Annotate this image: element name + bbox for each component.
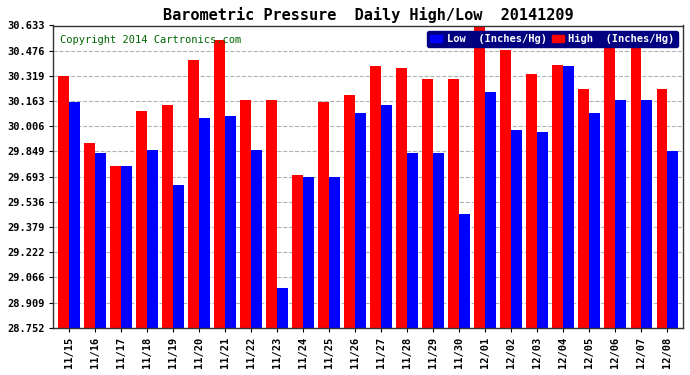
Bar	[642, 100, 652, 328]
Bar	[382, 105, 392, 328]
Bar	[277, 288, 288, 328]
Bar	[448, 79, 460, 328]
Bar	[563, 66, 574, 328]
Bar	[58, 76, 69, 328]
Bar	[615, 100, 627, 328]
Bar	[656, 88, 667, 328]
Legend: Low  (Inches/Hg), High  (Inches/Hg): Low (Inches/Hg), High (Inches/Hg)	[427, 31, 678, 47]
Title: Barometric Pressure  Daily High/Low  20141209: Barometric Pressure Daily High/Low 20141…	[163, 7, 573, 23]
Bar	[173, 185, 184, 328]
Bar	[225, 116, 236, 328]
Bar	[121, 166, 132, 328]
Bar	[329, 177, 340, 328]
Bar	[199, 118, 210, 328]
Bar	[344, 95, 355, 328]
Bar	[69, 102, 80, 328]
Bar	[318, 102, 329, 328]
Bar	[110, 166, 121, 328]
Bar	[188, 60, 199, 328]
Bar	[293, 176, 303, 328]
Bar	[526, 74, 538, 328]
Bar	[578, 88, 589, 328]
Bar	[215, 40, 225, 328]
Bar	[538, 132, 549, 328]
Bar	[460, 214, 471, 328]
Bar	[589, 113, 600, 328]
Bar	[485, 92, 496, 328]
Bar	[84, 143, 95, 328]
Bar	[667, 152, 678, 328]
Bar	[240, 100, 251, 328]
Bar	[433, 153, 444, 328]
Text: Copyright 2014 Cartronics.com: Copyright 2014 Cartronics.com	[60, 34, 241, 45]
Bar	[371, 66, 382, 328]
Bar	[511, 130, 522, 328]
Bar	[136, 111, 147, 328]
Bar	[631, 40, 642, 328]
Bar	[407, 153, 418, 328]
Bar	[422, 79, 433, 328]
Bar	[251, 150, 262, 328]
Bar	[355, 113, 366, 328]
Bar	[396, 68, 407, 328]
Bar	[147, 150, 158, 328]
Bar	[303, 177, 314, 328]
Bar	[475, 26, 485, 328]
Bar	[266, 100, 277, 328]
Bar	[95, 153, 106, 328]
Bar	[553, 64, 563, 328]
Bar	[604, 36, 615, 328]
Bar	[162, 105, 173, 328]
Bar	[500, 50, 511, 328]
